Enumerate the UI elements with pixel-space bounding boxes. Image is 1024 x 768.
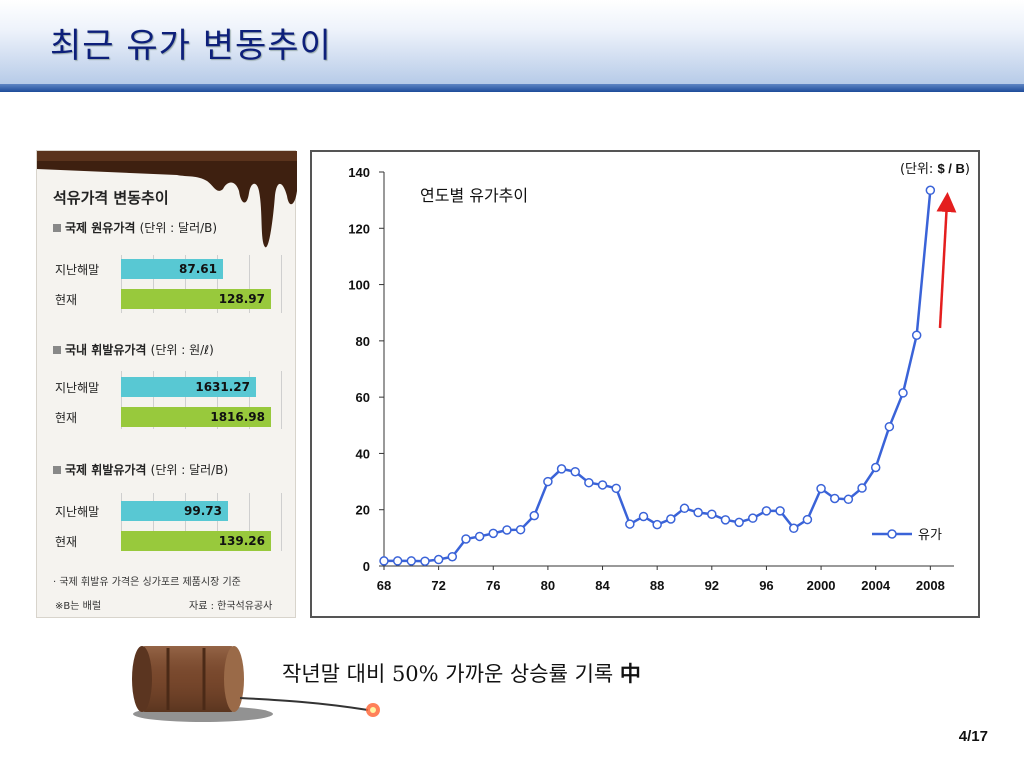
x-tick-label: 80	[541, 578, 555, 593]
data-point	[870, 462, 881, 473]
oil-price-chart: 0 20 40 60 80 100 120 140 68 72 76 80 84 88 92 96 2000 20…	[310, 150, 980, 618]
data-point	[898, 388, 908, 398]
y-tick-label: 140	[348, 165, 370, 180]
chart-canvas: 0 20 40 60 80 100 120 140 68 72 76 80 84 88 92 96 2000 20…	[348, 165, 957, 593]
data-point	[857, 483, 867, 493]
data-point	[611, 483, 621, 494]
data-point	[720, 515, 731, 525]
x-tick-label: 76	[486, 578, 500, 593]
title-bar	[0, 0, 1024, 84]
data-point	[488, 528, 499, 539]
data-point	[748, 513, 758, 523]
data-point	[447, 551, 458, 562]
y-tick-label: 40	[356, 446, 370, 461]
y-tick-label: 80	[356, 334, 370, 349]
infographic-heading: 석유가격 변동추이	[53, 189, 169, 207]
section-title-intl-gasoline: 국제 휘발유가격 (단위 : 달러/B)	[53, 461, 228, 478]
row-label: 현재	[55, 535, 78, 549]
section-title-crude: 국제 원유가격 (단위 : 달러/B)	[53, 219, 217, 236]
oil-barrel-fuse-image	[132, 646, 380, 722]
source-footnote: 자료 : 한국석유공사	[189, 601, 273, 612]
data-point	[392, 556, 403, 566]
data-point	[925, 185, 936, 196]
data-point	[666, 514, 676, 524]
bar-domestic-last-year: 1631.27	[121, 377, 256, 397]
data-point	[515, 524, 526, 535]
y-tick-label: 0	[363, 559, 370, 574]
data-point	[775, 506, 785, 516]
y-tick-label: 60	[356, 390, 370, 405]
data-point	[843, 494, 854, 505]
data-point	[679, 503, 690, 514]
data-point	[625, 519, 635, 529]
data-point	[529, 510, 539, 521]
row-label: 지난해말	[55, 505, 100, 519]
data-point	[829, 493, 840, 504]
x-tick-label: 68	[377, 578, 391, 593]
bar-crude-last-year: 87.61	[121, 259, 223, 279]
row-label: 현재	[55, 293, 78, 307]
x-tick-label: 2000	[807, 578, 836, 593]
bar-crude-current: 128.97	[121, 289, 271, 309]
x-tick-label: 92	[705, 578, 719, 593]
section-title-domestic: 국내 휘발유가격 (단위 : 원/ℓ)	[53, 341, 214, 358]
bar-intl-current: 139.26	[121, 531, 271, 551]
data-point	[884, 421, 895, 432]
oil-price-infographic: 석유가격 변동추이 국제 원유가격 (단위 : 달러/B) 지난해말 87.61…	[36, 150, 297, 618]
data-point	[802, 514, 813, 525]
x-tick-label: 2008	[916, 578, 945, 593]
y-tick-label: 20	[356, 503, 370, 518]
barrel-footnote: ※B는 배럴	[55, 601, 102, 612]
row-label: 지난해말	[55, 381, 100, 395]
data-point	[693, 507, 703, 518]
bullet-square-icon	[53, 466, 61, 474]
bullet-square-icon	[53, 346, 61, 354]
oil-drip-graphic	[37, 151, 297, 248]
data-point	[406, 556, 417, 566]
x-tick-label: 88	[650, 578, 664, 593]
data-point	[474, 531, 485, 542]
data-point	[420, 556, 430, 566]
x-tick-label: 2004	[861, 578, 891, 593]
title-underline	[0, 84, 1024, 92]
data-point	[707, 509, 717, 519]
bar-domestic-current: 1816.98	[121, 407, 271, 427]
slide-title: 최근 유가 변동추이	[50, 26, 332, 66]
data-point	[911, 330, 922, 340]
data-point	[584, 477, 594, 488]
row-label: 지난해말	[55, 263, 100, 277]
data-point	[556, 464, 567, 474]
chart-title: 연도별 유가추이	[420, 186, 529, 205]
trend-arrow	[936, 192, 957, 329]
data-point	[379, 556, 389, 566]
data-point	[789, 523, 799, 534]
data-point	[652, 519, 662, 530]
bullet-square-icon	[53, 224, 61, 232]
x-tick-label: 72	[431, 578, 445, 593]
data-point	[761, 506, 772, 516]
data-point	[433, 554, 444, 565]
x-tick-label: 84	[595, 578, 610, 593]
bar-intl-last-year: 99.73	[121, 501, 228, 521]
data-point	[461, 534, 471, 544]
chart-unit-note: (단위: $ / B)	[899, 161, 970, 177]
infographic-note: · 국제 휘발유 가격은 싱가포르 제품시장 기준	[53, 577, 241, 588]
data-point	[597, 480, 608, 490]
data-point	[816, 483, 826, 494]
row-label: 현재	[55, 411, 78, 425]
legend-marker	[887, 529, 897, 539]
data-point	[734, 517, 744, 528]
page-number: 4/17	[958, 728, 988, 745]
summary-caption: 작년말 대비 50% 가까운 상승률 기록 中	[282, 662, 641, 686]
x-tick-label: 96	[759, 578, 773, 593]
y-tick-label: 100	[348, 278, 370, 293]
data-point	[543, 476, 553, 487]
y-tick-label: 120	[348, 221, 370, 236]
data-point	[502, 525, 512, 535]
series-line	[384, 190, 932, 563]
data-point	[638, 511, 649, 522]
legend-label: 유가	[918, 528, 942, 543]
data-point	[570, 466, 580, 477]
